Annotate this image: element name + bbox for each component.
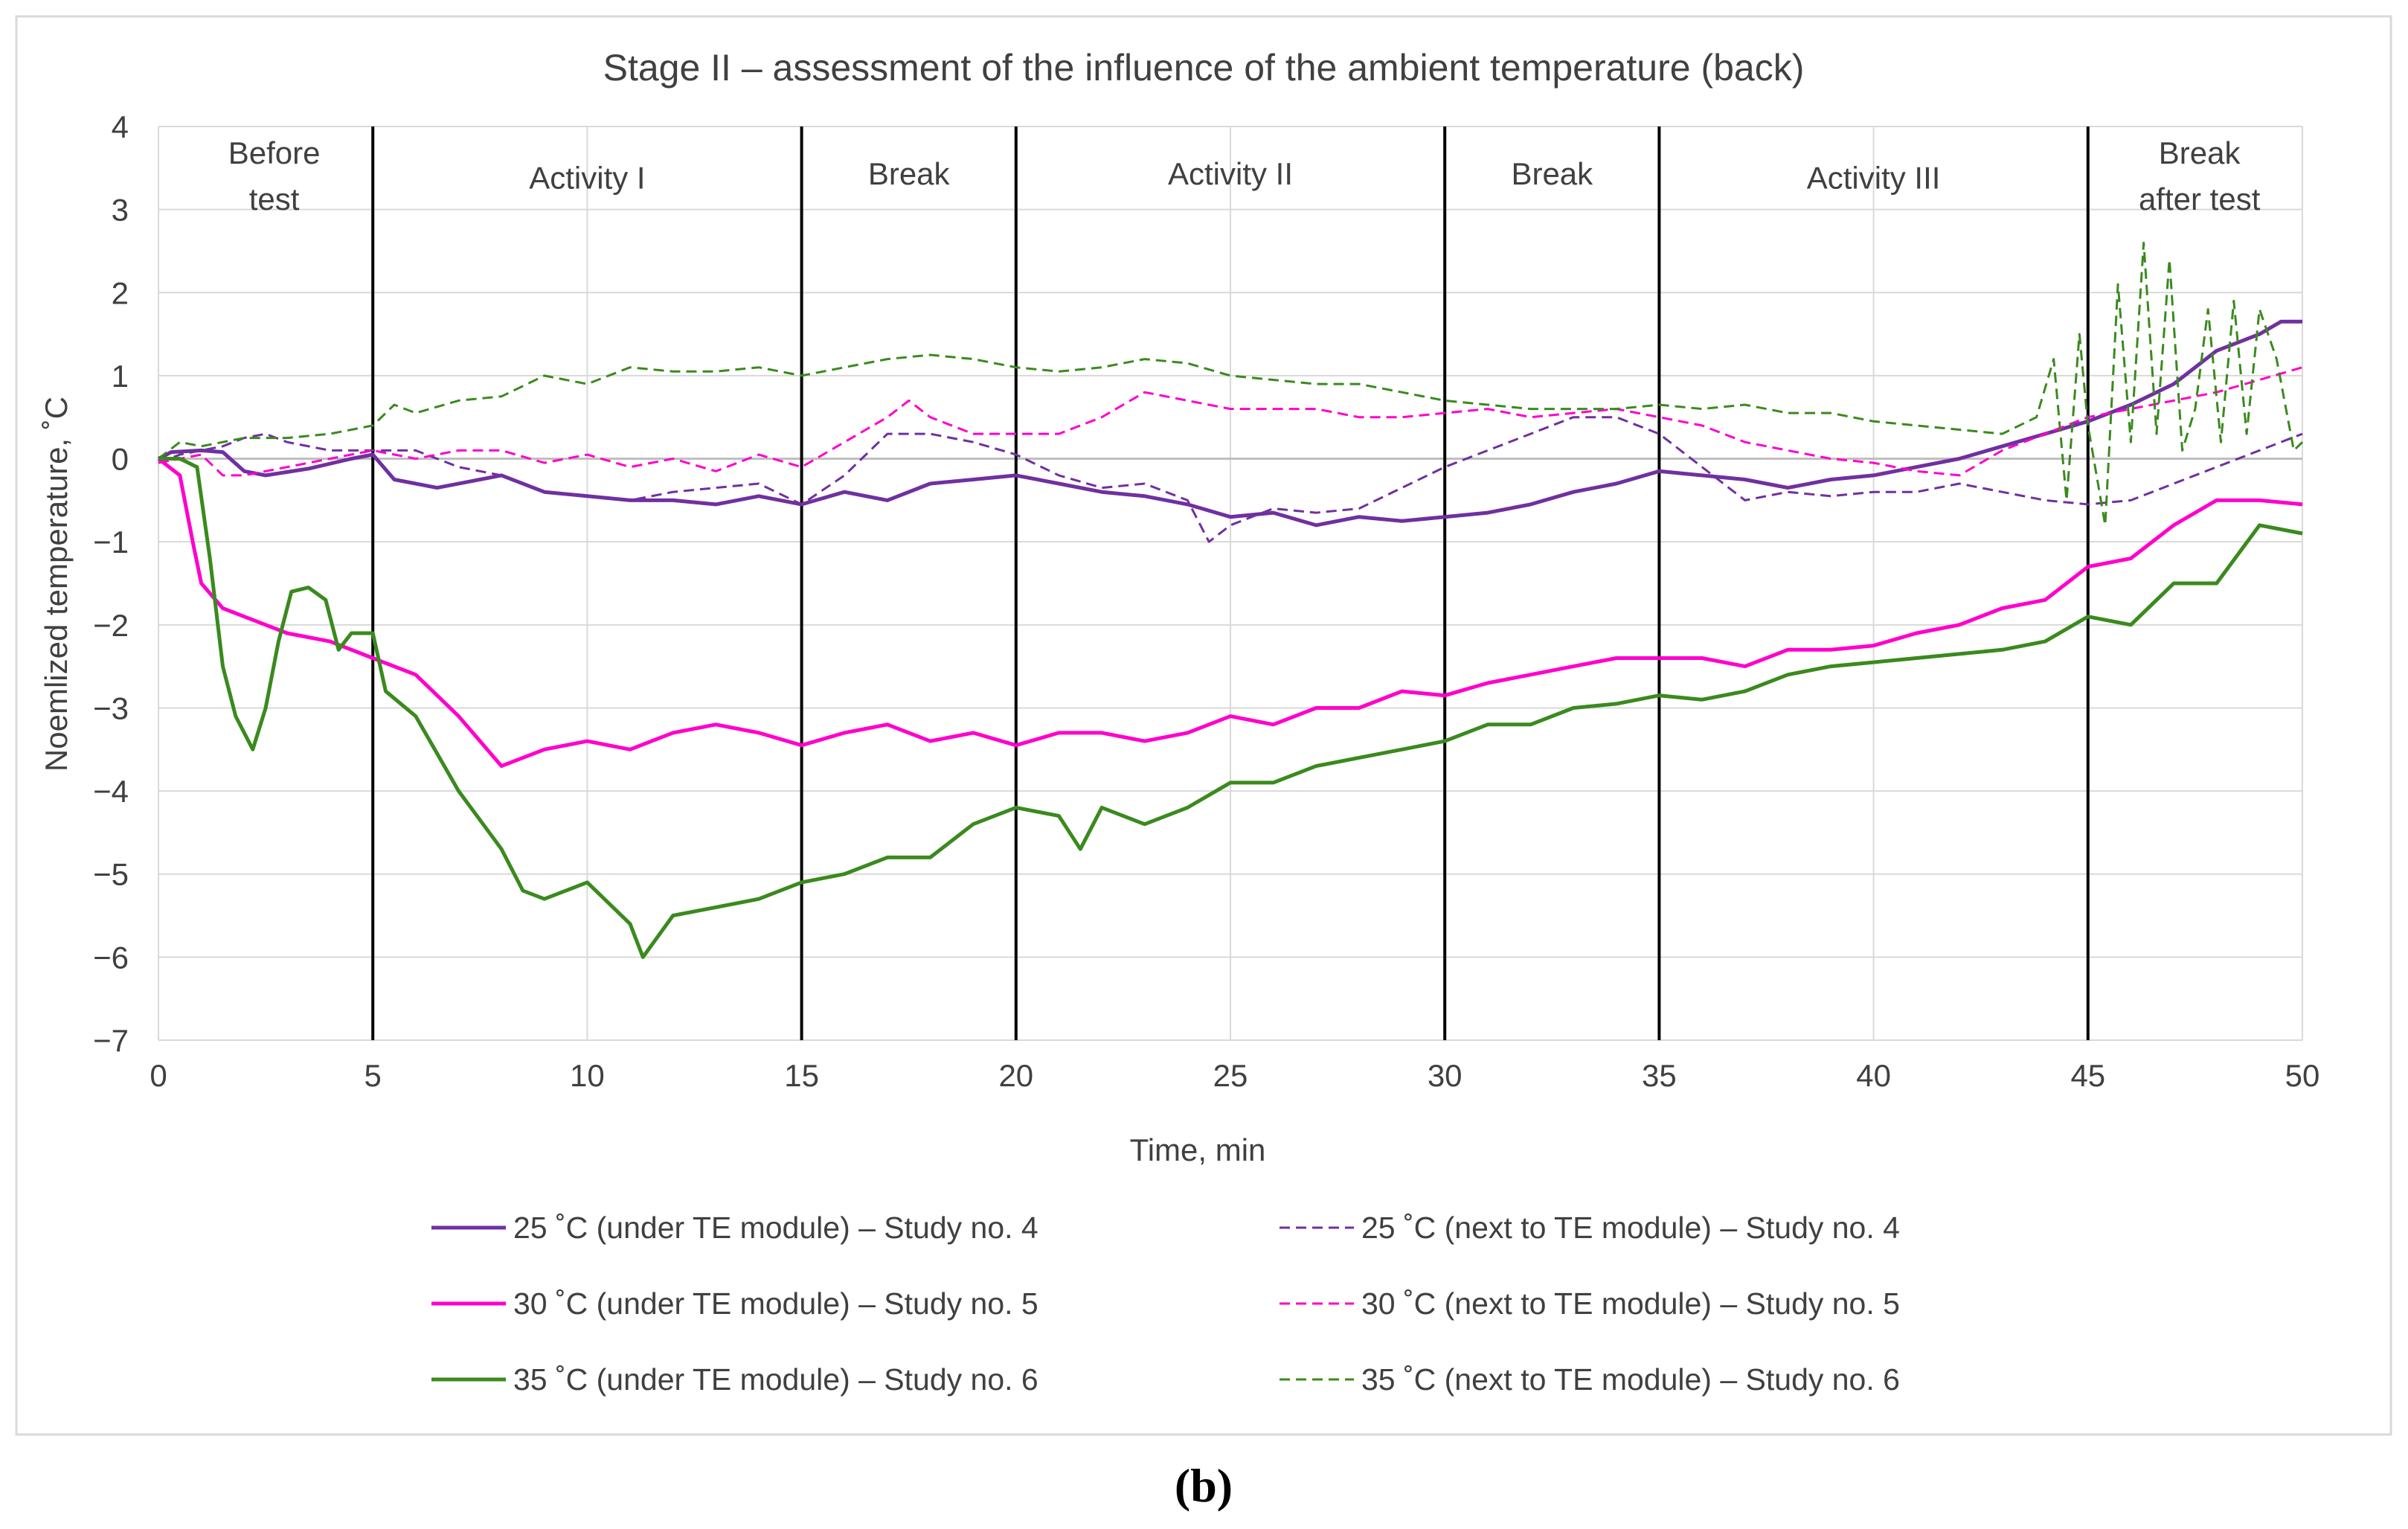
legend-label: 30 ˚C (under TE module) – Study no. 5 bbox=[513, 1286, 1038, 1321]
phase-label-line: Break bbox=[2159, 135, 2241, 170]
legend-label: 25 ˚C (under TE module) – Study no. 4 bbox=[513, 1211, 1038, 1245]
y-tick-label: 0 bbox=[112, 442, 129, 477]
y-axis-title: Noemlized temperature, ˚C bbox=[39, 397, 74, 772]
x-tick-label: 40 bbox=[1856, 1058, 1891, 1093]
figure-caption: (b) bbox=[1175, 1459, 1233, 1512]
legend-label: 35 ˚C (under TE module) – Study no. 6 bbox=[513, 1362, 1038, 1397]
x-tick-label: 35 bbox=[1642, 1058, 1677, 1093]
phase-label: Activity III bbox=[1807, 161, 1941, 196]
phase-label-line: Activity I bbox=[529, 161, 645, 196]
phase-label: Break after test bbox=[2139, 135, 2261, 217]
phase-labels: Before test Activity I Break Activity II Brea… bbox=[228, 135, 2261, 217]
phase-label-line: Break bbox=[1511, 156, 1593, 191]
x-tick-label: 15 bbox=[784, 1058, 819, 1093]
y-tick-label: −4 bbox=[93, 774, 129, 809]
x-axis-title: Time, min bbox=[1130, 1132, 1266, 1167]
phase-label-line: Activity II bbox=[1168, 156, 1293, 191]
phase-label-line: Break bbox=[868, 156, 951, 191]
series-line bbox=[158, 241, 2304, 527]
y-tick-label: −3 bbox=[93, 690, 129, 725]
legend: 25 ˚C (under TE module) – Study no. 4 25 … bbox=[431, 1211, 1900, 1397]
phase-label: Before test bbox=[228, 135, 321, 217]
y-tick-label: −1 bbox=[93, 525, 129, 560]
phase-label-line: Before bbox=[228, 135, 321, 170]
y-tick-label: −7 bbox=[93, 1023, 129, 1058]
legend-label: 25 ˚C (next to TE module) – Study no. 4 bbox=[1361, 1211, 1900, 1245]
y-tick-label: 1 bbox=[112, 359, 129, 394]
x-tick-label: 25 bbox=[1213, 1058, 1248, 1093]
y-tick-label: 4 bbox=[112, 109, 129, 144]
legend-label: 35 ˚C (next to TE module) – Study no. 6 bbox=[1361, 1362, 1900, 1397]
y-tick-label: −6 bbox=[93, 940, 129, 975]
y-tick-label: 2 bbox=[112, 275, 129, 310]
phase-label-line: after test bbox=[2139, 182, 2261, 217]
y-tick-labels: 4 3 2 1 0 −1 −2 −3 −4 −5 −6 −7 bbox=[93, 109, 129, 1058]
x-tick-label: 0 bbox=[150, 1058, 167, 1093]
series-line bbox=[158, 416, 2303, 543]
y-tick-label: −5 bbox=[93, 857, 129, 892]
phase-label: Break bbox=[868, 156, 951, 191]
y-tick-label: 3 bbox=[112, 193, 129, 228]
x-tick-label: 50 bbox=[2285, 1058, 2320, 1093]
phase-boundaries bbox=[371, 126, 2090, 1040]
chart-title: Stage II – assessment of the influence o… bbox=[603, 47, 1805, 89]
x-tick-label: 5 bbox=[365, 1058, 382, 1093]
series-lines bbox=[157, 241, 2304, 959]
x-tick-label: 10 bbox=[570, 1058, 605, 1093]
phase-label: Activity I bbox=[529, 161, 645, 196]
x-tick-label: 30 bbox=[1428, 1058, 1463, 1093]
series-line bbox=[158, 457, 2303, 959]
y-tick-label: −2 bbox=[93, 608, 129, 643]
series-line bbox=[157, 319, 2302, 528]
phase-label-line: Activity III bbox=[1807, 161, 1941, 196]
phase-label: Activity II bbox=[1168, 156, 1293, 191]
x-tick-label: 20 bbox=[998, 1058, 1033, 1093]
phase-label-line: test bbox=[249, 182, 300, 217]
x-tick-labels: 0 5 10 15 20 25 30 35 40 45 50 bbox=[150, 1058, 2319, 1093]
legend-label: 30 ˚C (next to TE module) – Study no. 5 bbox=[1361, 1286, 1900, 1321]
phase-label: Break bbox=[1511, 156, 1593, 191]
x-tick-label: 45 bbox=[2070, 1058, 2105, 1093]
